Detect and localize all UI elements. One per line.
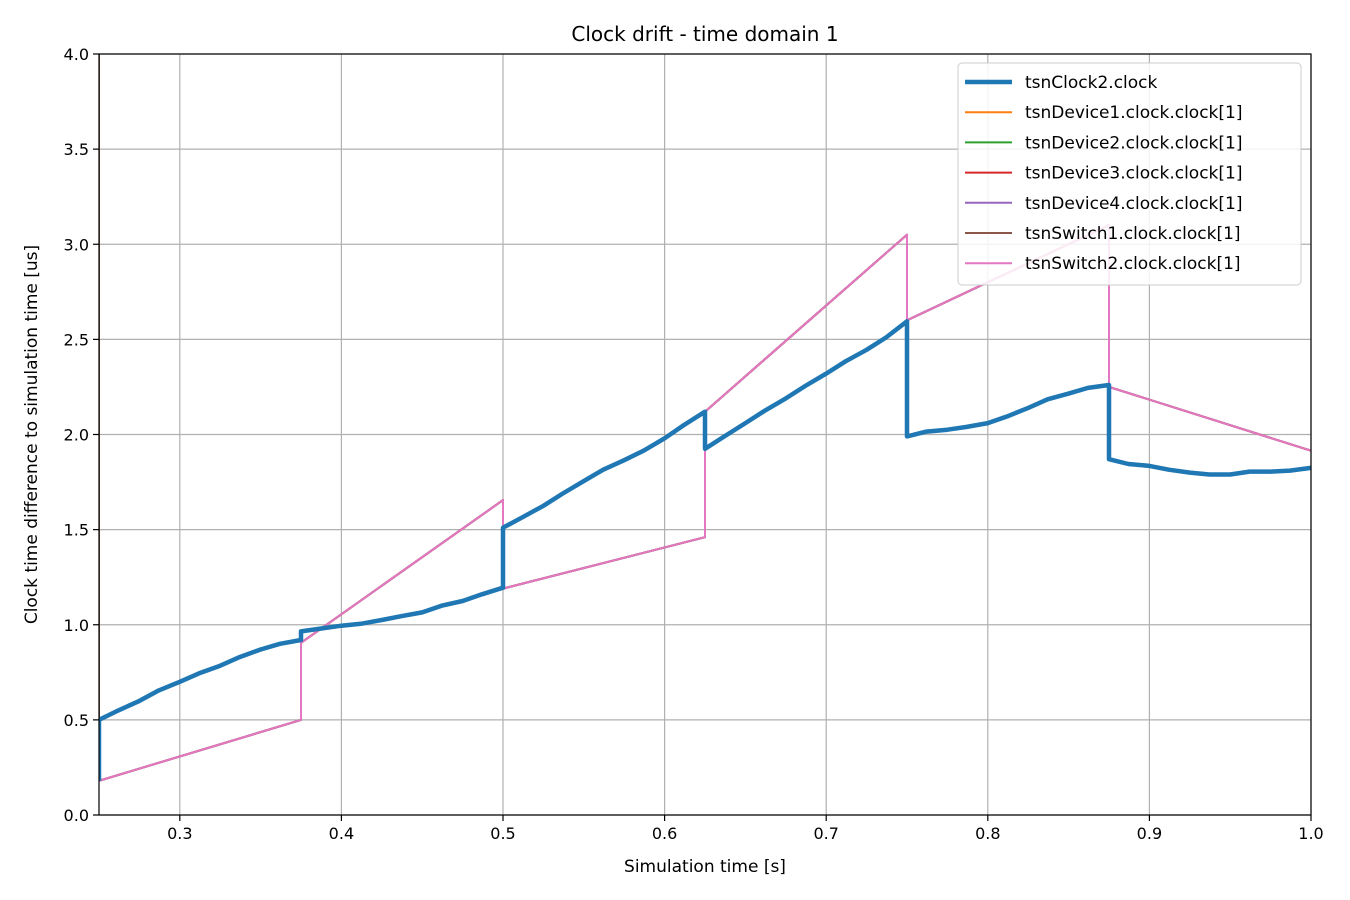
- legend: tsnClock2.clock tsnDevice1.clock.clock[1]…: [957, 62, 1302, 286]
- y-tick-label: 2.0: [64, 426, 89, 445]
- x-axis-label: Simulation time [s]: [624, 857, 786, 877]
- series-line-0: [99, 319, 1311, 781]
- y-tick-label: 4.0: [64, 45, 89, 64]
- legend-box: [957, 62, 1302, 286]
- x-tick-label: 0.7: [813, 824, 838, 843]
- y-tick-label: 2.5: [64, 330, 89, 349]
- legend-label-2: tsnDevice2.clock.clock[1]: [1025, 133, 1242, 153]
- x-tick-label: 0.3: [167, 824, 192, 843]
- legend-label-3: tsnDevice3.clock.clock[1]: [1025, 164, 1242, 184]
- y-tick-label: 0.0: [64, 806, 89, 825]
- y-tick-label: 3.5: [64, 140, 89, 159]
- y-tick-label: 1.0: [64, 616, 89, 635]
- legend-label-1: tsnDevice1.clock.clock[1]: [1025, 103, 1242, 123]
- axis-ticks: 0.3 0.4 0.5 0.6 0.7 0.8 0.9 1.0 0.0 0.5 1.0 1.5 2.0 2…: [64, 45, 1324, 843]
- x-tick-label: 0.4: [329, 824, 354, 843]
- legend-label-0: tsnClock2.clock: [1025, 73, 1158, 93]
- x-tick-label: 0.9: [1137, 824, 1162, 843]
- x-tick-label: 0.8: [975, 824, 1000, 843]
- legend-label-6: tsnSwitch2.clock.clock[1]: [1025, 254, 1241, 274]
- y-axis-label: Clock time difference to simulation time…: [22, 245, 42, 624]
- x-tick-label: 0.6: [652, 824, 677, 843]
- y-tick-label: 1.5: [64, 521, 89, 540]
- x-tick-label: 1.0: [1298, 824, 1323, 843]
- chart-title: Clock drift - time domain 1: [571, 22, 838, 46]
- x-tick-label: 0.5: [490, 824, 515, 843]
- legend-label-4: tsnDevice4.clock.clock[1]: [1025, 194, 1242, 214]
- y-tick-label: 0.5: [64, 711, 89, 730]
- legend-label-5: tsnSwitch1.clock.clock[1]: [1025, 224, 1241, 244]
- y-tick-label: 3.0: [64, 235, 89, 254]
